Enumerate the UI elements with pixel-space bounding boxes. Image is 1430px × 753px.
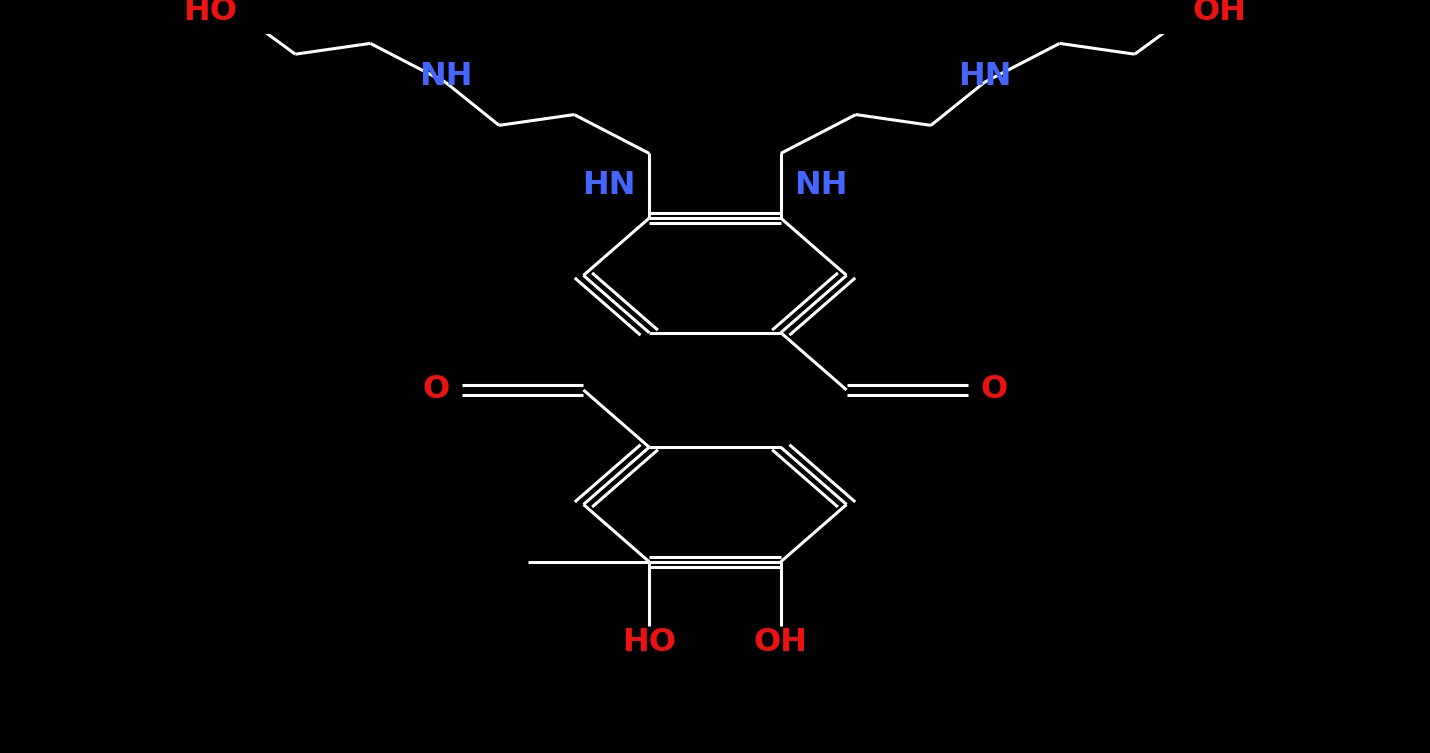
Text: OH: OH bbox=[1193, 0, 1247, 26]
Text: HO: HO bbox=[183, 0, 237, 26]
Text: HN: HN bbox=[582, 170, 636, 201]
Text: OH: OH bbox=[754, 626, 808, 658]
Text: NH: NH bbox=[794, 170, 848, 201]
Text: HO: HO bbox=[622, 626, 676, 658]
Text: NH: NH bbox=[419, 61, 472, 92]
Text: HN: HN bbox=[958, 61, 1011, 92]
Text: O: O bbox=[980, 374, 1008, 405]
Text: O: O bbox=[422, 374, 450, 405]
